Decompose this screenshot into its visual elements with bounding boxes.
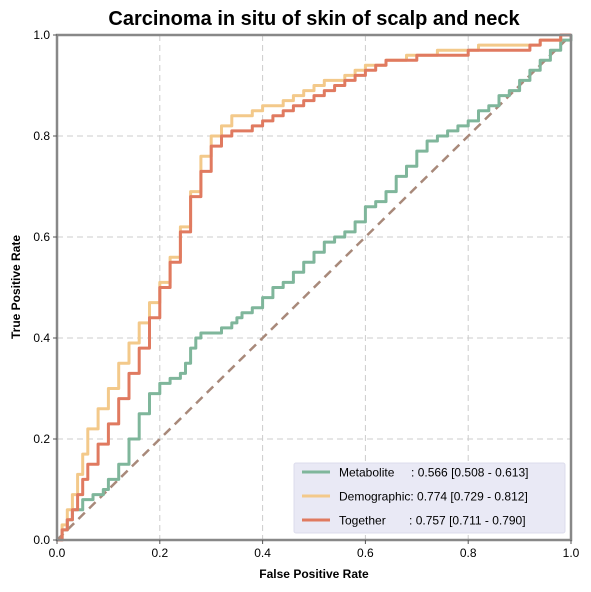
y-tick-label: 0.4 [33, 331, 50, 345]
legend-box [293, 462, 566, 534]
series-line-metabolite [57, 35, 573, 542]
y-tick-label: 1.0 [33, 28, 50, 42]
legend: Metabolite : 0.566 [0.508 - 0.613] Demog… [293, 462, 566, 534]
roc-curves [57, 33, 573, 542]
x-tick-label: 1.0 [563, 546, 580, 560]
x-axis-ticks: 0.0 0.2 0.4 0.6 0.8 1.0 [49, 540, 580, 560]
legend-label-metabolite: Metabolite : 0.566 [0.508 - 0.613] [339, 466, 528, 480]
x-tick-label: 0.6 [357, 546, 374, 560]
chart-title: Carcinoma in situ of skin of scalp and n… [108, 8, 520, 30]
legend-label-together: Together : 0.757 [0.711 - 0.790] [339, 514, 526, 528]
x-axis-label: False Positive Rate [259, 567, 369, 581]
plot-frame [55, 33, 573, 542]
x-tick-label: 0.2 [151, 546, 168, 560]
grid-lines [57, 35, 571, 540]
y-axis-ticks: 0.0 0.2 0.4 0.6 0.8 1.0 [33, 28, 57, 547]
y-tick-label: 0.8 [33, 129, 50, 143]
series-line-chance [56, 34, 572, 541]
x-tick-label: 0.4 [254, 546, 271, 560]
series-line-together [57, 33, 571, 542]
series-line-demographic [57, 33, 571, 542]
legend-label-demographic: Demographic: 0.774 [0.729 - 0.812] [339, 490, 528, 504]
y-axis-label: True Positive Rate [9, 235, 23, 339]
chance-line [56, 34, 572, 541]
y-tick-label: 0.6 [33, 230, 50, 244]
y-tick-label: 0.2 [33, 432, 50, 446]
x-tick-label: 0.0 [49, 546, 66, 560]
x-tick-label: 0.8 [460, 546, 477, 560]
y-tick-label: 0.0 [33, 533, 50, 547]
